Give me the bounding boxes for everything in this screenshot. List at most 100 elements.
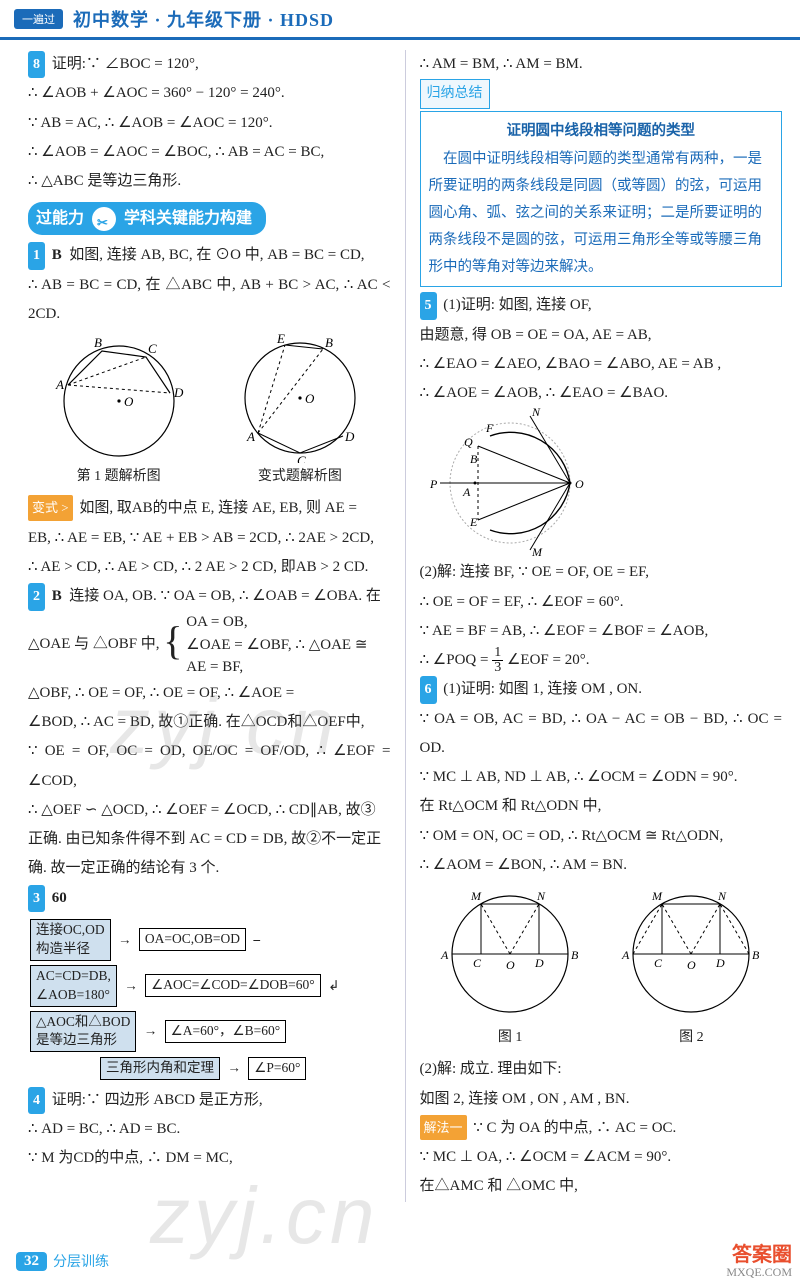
svg-text:A: A <box>462 485 471 499</box>
q2-a2: ∠BOD, ∴ AC = BD, 故①正确. 在△OCD和△OEF中, <box>28 714 364 730</box>
q6-p2: (2)解: 成立. 理由如下: 如图 2, 连接 OM , ON , AM , … <box>420 1055 783 1201</box>
q5p2-l3: ∵ AE = BF = AB, ∴ ∠EOF = ∠BOF = ∠AOB, <box>420 623 709 639</box>
svg-text:M: M <box>531 545 543 558</box>
q3-answer: 60 <box>52 890 67 906</box>
g-c1: 连接OC,OD 构造半径 <box>30 919 111 961</box>
q4: 4 证明:∵ 四边形 ABCD 是正方形, ∴ AD = BC, ∴ AD = … <box>28 1086 391 1174</box>
svg-text:E: E <box>469 515 478 529</box>
g-a3: ∠A=60°，∠B=60° <box>165 1020 286 1043</box>
page-number: 32 <box>16 1252 47 1271</box>
q5-fraction: 1 3 <box>492 646 503 675</box>
q1-figures: O A B C D 第 1 题解析图 O <box>28 333 391 490</box>
q8-line2: ∴ ∠AOB + ∠AOC = 360° − 120° = 240°. <box>28 85 285 101</box>
series-logo: 一遍过 <box>14 9 63 29</box>
q5-l3: ∴ ∠EAO = ∠AEO, ∠BAO = ∠ABO, AE = AB , <box>420 356 722 372</box>
bs-l3: ∴ AE > CD, ∴ AE > CD, ∴ 2 AE > 2 CD, 即AB… <box>28 559 368 575</box>
q6: 6 (1)证明: 如图 1, 连接 OM , ON. ∵ OA = OB, AC… <box>420 675 783 880</box>
fig1-svg: O A B C D <box>44 333 194 463</box>
q4-l2: ∴ AD = BC, ∴ AD = BC. <box>28 1121 180 1137</box>
arrow-icon: → <box>118 927 132 953</box>
bianshi: 变式 > 如图, 取AB的中点 E, 连接 AE, EB, 则 AE = EB,… <box>28 494 391 582</box>
q1-tag: 1 <box>28 242 45 269</box>
q3-tag: 3 <box>28 885 45 912</box>
q6-l5: ∵ OM = ON, OC = OD, ∴ Rt△OCM ≅ Rt△ODN, <box>420 828 724 844</box>
q2-a5: 正确. 由已知条件得不到 AC = CD = DB, 故②不一定正 <box>28 831 381 847</box>
svg-text:D: D <box>344 429 355 444</box>
fig3: A B C O D M N 图 1 <box>433 884 588 1051</box>
fig2-caption: 变式题解析图 <box>225 463 375 490</box>
q6p2-l1: (2)解: 成立. 理由如下: <box>420 1061 562 1077</box>
g-c2: AC=CD=DB, ∠AOB=180° <box>30 965 117 1007</box>
bianshi-label: 变式 > <box>28 495 73 520</box>
svg-text:O: O <box>305 391 315 406</box>
q5-frac-pre: ∴ ∠POQ = <box>420 652 493 668</box>
q6p3-l1: ∵ C 为 OA 的中点, ∴ AC = OC. <box>473 1120 676 1136</box>
q6-l3: ∵ MC ⊥ AB, ND ⊥ AB, ∴ ∠OCM = ∠ODN = 90°. <box>420 769 738 785</box>
q6p2-l2: 如图 2, 连接 OM , ON , AM , BN. <box>420 1091 630 1107</box>
q8-line3: ∵ AB = AC, ∴ ∠AOB = ∠AOC = 120°. <box>28 115 272 131</box>
q5-tag: 5 <box>420 292 437 319</box>
svg-text:C: C <box>654 956 663 970</box>
svg-text:B: B <box>325 335 333 350</box>
fig2-svg: O A B E C D <box>225 333 375 463</box>
q6-figures: A B C O D M N 图 1 <box>420 884 783 1051</box>
q6-l6: ∴ ∠AOM = ∠BON, ∴ AM = BN. <box>420 857 628 873</box>
right-column: ∴ AM = BM, ∴ AM = BM. 归纳总结 证明圆中线段相等问题的类型… <box>405 50 783 1202</box>
q3-flow: 连接OC,OD 构造半径 → OA=OC,OB=OD ⎯ AC=CD=DB, ∠… <box>28 917 391 1082</box>
content-columns: 8 证明:∵ ∠BOC = 120°, ∴ ∠AOB + ∠AOC = 360°… <box>0 40 800 1212</box>
svg-text:M: M <box>470 889 482 903</box>
q1-text1: 如图, 连接 AB, BC, 在 ⊙O 中, AB = BC = CD, <box>69 247 364 263</box>
svg-text:N: N <box>717 889 727 903</box>
svg-text:B: B <box>571 948 579 962</box>
q4-l1: 证明:∵ 四边形 ABCD 是正方形, <box>52 1092 263 1108</box>
g-c4: 三角形内角和定理 <box>100 1057 220 1080</box>
q5-svg: A O P N F Q B E M <box>420 408 620 558</box>
svg-text:Q: Q <box>464 435 473 449</box>
svg-text:A: A <box>246 429 255 444</box>
fig4: A B C O D M N 图 2 <box>614 884 769 1051</box>
svg-text:A: A <box>55 377 64 392</box>
q3: 3 60 连接OC,OD 构造半径 → OA=OC,OB=OD ⎯ AC=CD=… <box>28 884 391 1082</box>
corner-sub: MXQE.COM <box>726 1266 792 1279</box>
svg-text:P: P <box>429 477 438 491</box>
q6-l2: ∵ OA = OB, AC = BD, ∴ OA − AC = OB − BD,… <box>420 711 783 756</box>
summary-box: 证明圆中线段相等问题的类型 在圆中证明线段相等问题的类型通常有两种，一是所要证明… <box>420 111 783 288</box>
jiefa-label: 解法一 <box>420 1115 467 1140</box>
q5-l1: (1)证明: 如图, 连接 OF, <box>443 297 591 313</box>
q2-a6: 确. 故一定正确的结论有 3 个. <box>28 860 219 876</box>
q2-tag: 2 <box>28 583 45 610</box>
q2-a3: ∵ OE = OF, OC = OD, OE/OC = OF/OD, ∴ ∠EO… <box>28 743 391 788</box>
q1-answer: B <box>52 247 62 263</box>
q8-line5: ∴ △ABC 是等边三角形. <box>28 173 181 189</box>
q6-l1: (1)证明: 如图 1, 连接 OM , ON. <box>443 681 642 697</box>
q2-a1: △OBF, ∴ OE = OF, ∴ OE = OF, ∴ ∠AOE = <box>28 685 294 701</box>
bs-l2: EB, ∴ AE = EB, ∵ AE + EB > AB = 2CD, ∴ 2… <box>28 530 374 546</box>
g-a1: OA=OC,OB=OD <box>139 928 246 951</box>
q6p3-l3: 在△AMC 和 △OMC 中, <box>420 1178 578 1194</box>
q2-a4: ∴ △OEF ∽ △OCD, ∴ ∠OEF = ∠OCD, ∴ CD∥AB, 故… <box>28 802 376 818</box>
q6-l4: 在 Rt△OCM 和 Rt△ODN 中, <box>420 798 602 814</box>
section-icon <box>92 207 116 231</box>
q2-l1: 连接 OA, OB. ∵ OA = OB, ∴ ∠OAB = ∠OBA. 在 <box>69 588 381 604</box>
page: 一遍过 初中数学 · 九年级下册 · HDSD 8 证明:∵ ∠BOC = 12… <box>0 0 800 1285</box>
q2-brace: OA = OB, ∠OAE = ∠OBF, ∴ △OAE ≅ AE = BF, <box>186 611 367 679</box>
book-title: 初中数学 · 九年级下册 · HDSD <box>73 6 334 32</box>
svg-text:D: D <box>534 956 544 970</box>
svg-text:E: E <box>276 333 285 346</box>
g-c3: △AOC和△BOD 是等边三角形 <box>30 1011 136 1053</box>
q8-tag: 8 <box>28 51 45 78</box>
q8-line4: ∴ ∠AOB = ∠AOC = ∠BOC, ∴ AB = AC = BC, <box>28 144 324 160</box>
svg-text:D: D <box>173 385 184 400</box>
q6p3-l2: ∵ MC ⊥ OA, ∴ ∠OCM = ∠ACM = 90°. <box>420 1149 672 1165</box>
q4-tag: 4 <box>28 1087 45 1114</box>
svg-text:O: O <box>687 958 696 972</box>
page-footer: 32 分层训练 <box>16 1251 109 1271</box>
fig1: O A B C D 第 1 题解析图 <box>44 333 194 490</box>
svg-text:N: N <box>531 408 541 419</box>
fig4-cap: 图 2 <box>614 1024 769 1051</box>
q4-l3: ∵ M 为CD的中点, ∴ DM = MC, <box>28 1150 233 1166</box>
svg-text:C: C <box>297 453 306 463</box>
svg-text:B: B <box>470 452 478 466</box>
svg-text:D: D <box>715 956 725 970</box>
q6-tag: 6 <box>420 676 437 703</box>
